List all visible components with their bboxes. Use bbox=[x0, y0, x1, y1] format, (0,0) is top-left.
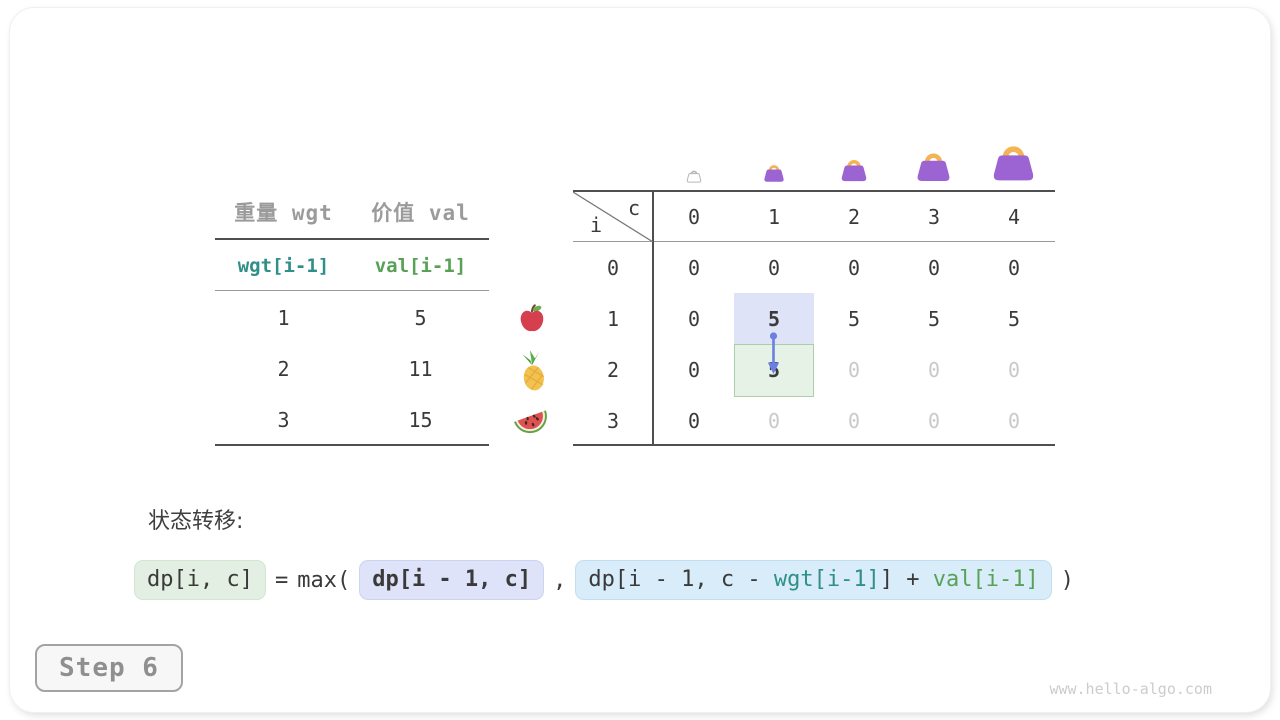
dp-table-top-rule bbox=[573, 190, 1055, 192]
items-table-mid-rule bbox=[215, 290, 489, 291]
dp-cell-0-3: 0 bbox=[927, 255, 941, 280]
items-table-header-row: 重量 wgt 价值 val bbox=[215, 193, 489, 231]
bag-capacity-4-icon bbox=[991, 142, 1036, 183]
dp-cell-0-4: 0 bbox=[1007, 255, 1021, 280]
dp-row-label-1: 1 bbox=[606, 306, 620, 331]
dp-cell-3-4: 0 bbox=[1007, 408, 1021, 433]
dp-cell-2-2: 0 bbox=[847, 357, 861, 382]
dp-cell-3-0: 0 bbox=[687, 408, 701, 433]
item-3-weight: 3 bbox=[277, 407, 290, 432]
dp-cell-1-1: 5 bbox=[767, 306, 781, 331]
dp-col-header-4: 4 bbox=[1007, 205, 1021, 229]
dp-cell-3-1: 0 bbox=[767, 408, 781, 433]
comma-separator: , bbox=[553, 567, 567, 593]
items-table-top-rule bbox=[215, 238, 489, 240]
item-1-value: 5 bbox=[414, 305, 427, 330]
dp-row-label-3: 3 bbox=[606, 408, 620, 433]
items-table-var-row: wgt[i-1] val[i-1] bbox=[215, 242, 489, 290]
arg2-val-term: val[i-1] bbox=[932, 567, 1039, 592]
weight-column-header: 重量 wgt bbox=[234, 201, 333, 225]
dp-cell-2-0: 0 bbox=[687, 357, 701, 382]
step-badge: Step 6 bbox=[35, 644, 183, 692]
formula-lhs-chip: dp[i, c] bbox=[134, 560, 266, 601]
bag-capacity-3-icon bbox=[915, 150, 952, 183]
corner-diagonal bbox=[573, 192, 653, 242]
item-row-3: 3 15 bbox=[215, 394, 489, 445]
arg2-mid: ] + bbox=[879, 567, 933, 592]
max-open: max( bbox=[297, 567, 351, 593]
dp-cell-1-2: 5 bbox=[847, 306, 861, 331]
value-column-header: 价值 val bbox=[371, 201, 470, 225]
dp-col-header-3: 3 bbox=[927, 205, 941, 229]
pineapple-icon bbox=[517, 350, 549, 392]
formula-arg1-chip: dp[i - 1, c] bbox=[359, 560, 545, 601]
dp-table-header-rule bbox=[573, 241, 1055, 242]
dp-cell-1-0: 0 bbox=[687, 306, 701, 331]
dp-row-label-0: 0 bbox=[606, 255, 620, 280]
item-2-value: 11 bbox=[408, 356, 433, 381]
bag-capacity-0-icon bbox=[686, 169, 702, 183]
wgt-var-cell: wgt[i-1] bbox=[237, 255, 330, 277]
item-2-weight: 2 bbox=[277, 356, 290, 381]
state-transition-formula: dp[i, c] = max( dp[i - 1, c] , dp[i - 1,… bbox=[134, 560, 1075, 601]
dp-cell-0-2: 0 bbox=[847, 255, 861, 280]
close-paren: ) bbox=[1060, 567, 1075, 593]
watermelon-icon bbox=[510, 403, 552, 441]
item-1-weight: 1 bbox=[277, 305, 290, 330]
item-row-2: 2 11 bbox=[215, 343, 489, 394]
dp-table-bottom-rule bbox=[573, 444, 1055, 446]
dp-cell-2-3: 0 bbox=[927, 357, 941, 382]
dp-cell-1-4: 5 bbox=[1007, 306, 1021, 331]
bag-capacity-2-icon bbox=[840, 157, 868, 183]
dp-cell-3-2: 0 bbox=[847, 408, 861, 433]
dp-col-header-0: 0 bbox=[687, 205, 701, 229]
corner-col-var: c bbox=[628, 196, 641, 220]
dp-row-label-2: 2 bbox=[606, 357, 620, 382]
transfer-arrow-icon bbox=[765, 331, 782, 376]
dp-cell-1-3: 5 bbox=[927, 306, 941, 331]
items-table-bottom-rule bbox=[215, 444, 489, 446]
formula-arg2-chip: dp[i - 1, c - wgt[i-1]] + val[i-1] bbox=[575, 560, 1052, 601]
dp-col-header-1: 1 bbox=[767, 205, 781, 229]
state-transition-heading: 状态转移: bbox=[148, 509, 244, 534]
watermark: www.hello-algo.com bbox=[1049, 680, 1212, 698]
item-row-1: 1 5 bbox=[215, 292, 489, 343]
dp-cell-2-4: 0 bbox=[1007, 357, 1021, 382]
corner-row-var: i bbox=[590, 213, 603, 237]
equals-sign: = bbox=[274, 567, 289, 593]
dp-table-vertical-rule bbox=[652, 191, 654, 445]
apple-icon bbox=[517, 303, 547, 333]
item-3-value: 15 bbox=[408, 407, 433, 432]
arg2-prefix: dp[i - 1, c - bbox=[588, 567, 774, 592]
dp-cell-0-1: 0 bbox=[767, 255, 781, 280]
dp-col-header-2: 2 bbox=[847, 205, 861, 229]
dp-cell-0-0: 0 bbox=[687, 255, 701, 280]
dp-cell-3-3: 0 bbox=[927, 408, 941, 433]
arg2-wgt-term: wgt[i-1] bbox=[773, 567, 880, 592]
val-var-cell: val[i-1] bbox=[374, 255, 467, 277]
bag-capacity-1-icon bbox=[763, 163, 785, 183]
